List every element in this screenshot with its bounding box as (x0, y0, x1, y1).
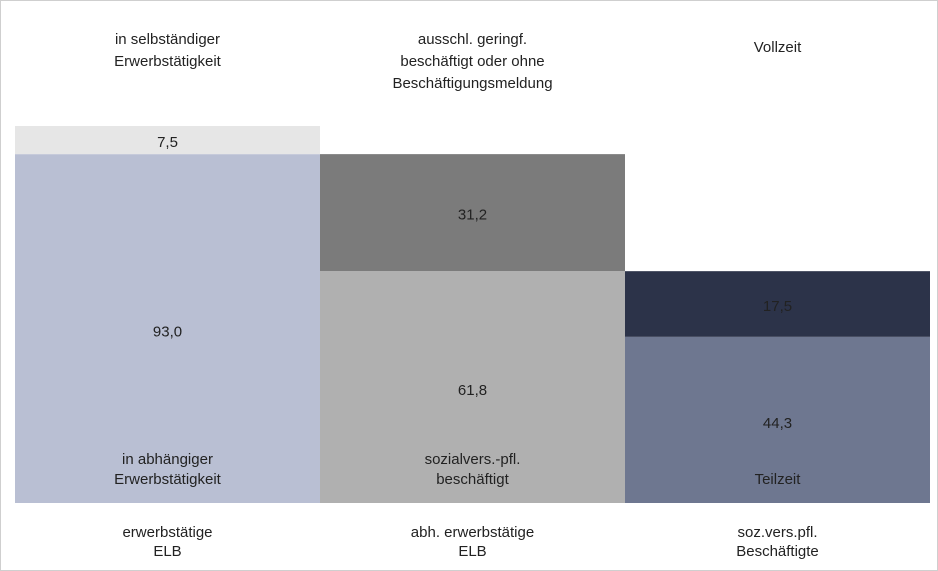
value-label: 61,8 (458, 382, 487, 399)
x-tick-label: erwerbstätige (122, 524, 212, 541)
segment-label: sozialvers.-pfl. (425, 451, 521, 468)
bar-segment (15, 126, 320, 155)
segment-label: Teilzeit (755, 471, 802, 488)
segment-label: Erwerbstätigkeit (114, 53, 222, 70)
x-tick-label: ELB (153, 543, 181, 560)
bar-segment (625, 271, 930, 337)
bar-segment (320, 154, 625, 272)
x-tick-label: abh. erwerbstätige (411, 524, 534, 541)
value-label: 93,0 (153, 324, 182, 341)
segment-label: Vollzeit (754, 39, 802, 56)
value-label: 44,3 (763, 415, 792, 432)
segment-label: ausschl. geringf. (418, 31, 527, 48)
x-tick-label: soz.vers.pfl. (737, 524, 817, 541)
segment-label: Beschäftigungsmeldung (392, 75, 552, 92)
value-label: 7,5 (157, 134, 178, 151)
bar-segment (320, 271, 625, 503)
segment-label: beschäftigt (436, 471, 509, 488)
value-label: 31,2 (458, 207, 487, 224)
segment-label: beschäftigt oder ohne (400, 53, 544, 70)
segment-label: in abhängiger (122, 451, 213, 468)
segment-label: in selbständiger (115, 31, 220, 48)
bar-segment (625, 336, 930, 503)
segment-label: Erwerbstätigkeit (114, 471, 222, 488)
x-tick-label: Beschäftigte (736, 543, 819, 560)
bar-segment (15, 154, 320, 503)
value-label: 17,5 (763, 298, 792, 315)
x-tick-label: ELB (458, 543, 486, 560)
